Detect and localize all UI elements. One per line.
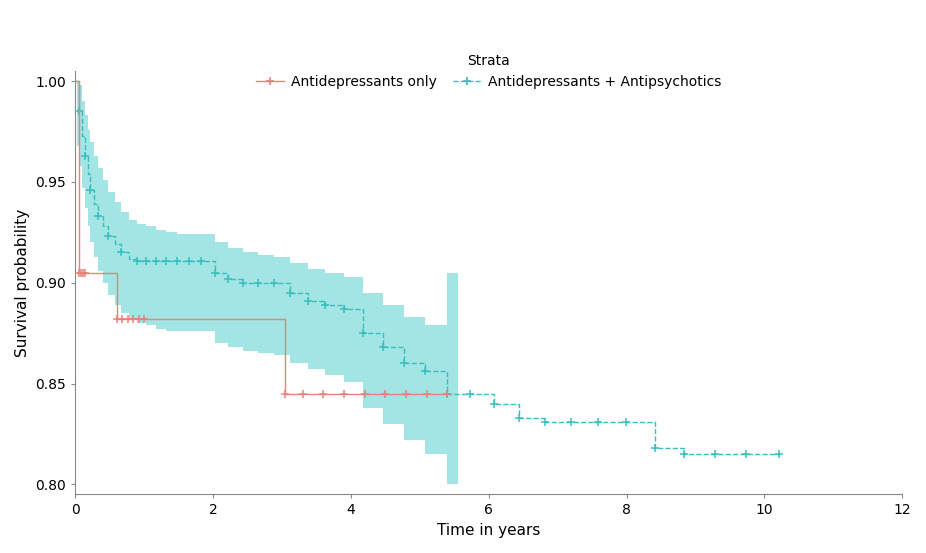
Legend: Antidepressants only, Antidepressants + Antipsychotics: Antidepressants only, Antidepressants + … (251, 48, 727, 95)
Y-axis label: Survival probability: Survival probability (15, 208, 30, 357)
X-axis label: Time in years: Time in years (437, 523, 541, 538)
